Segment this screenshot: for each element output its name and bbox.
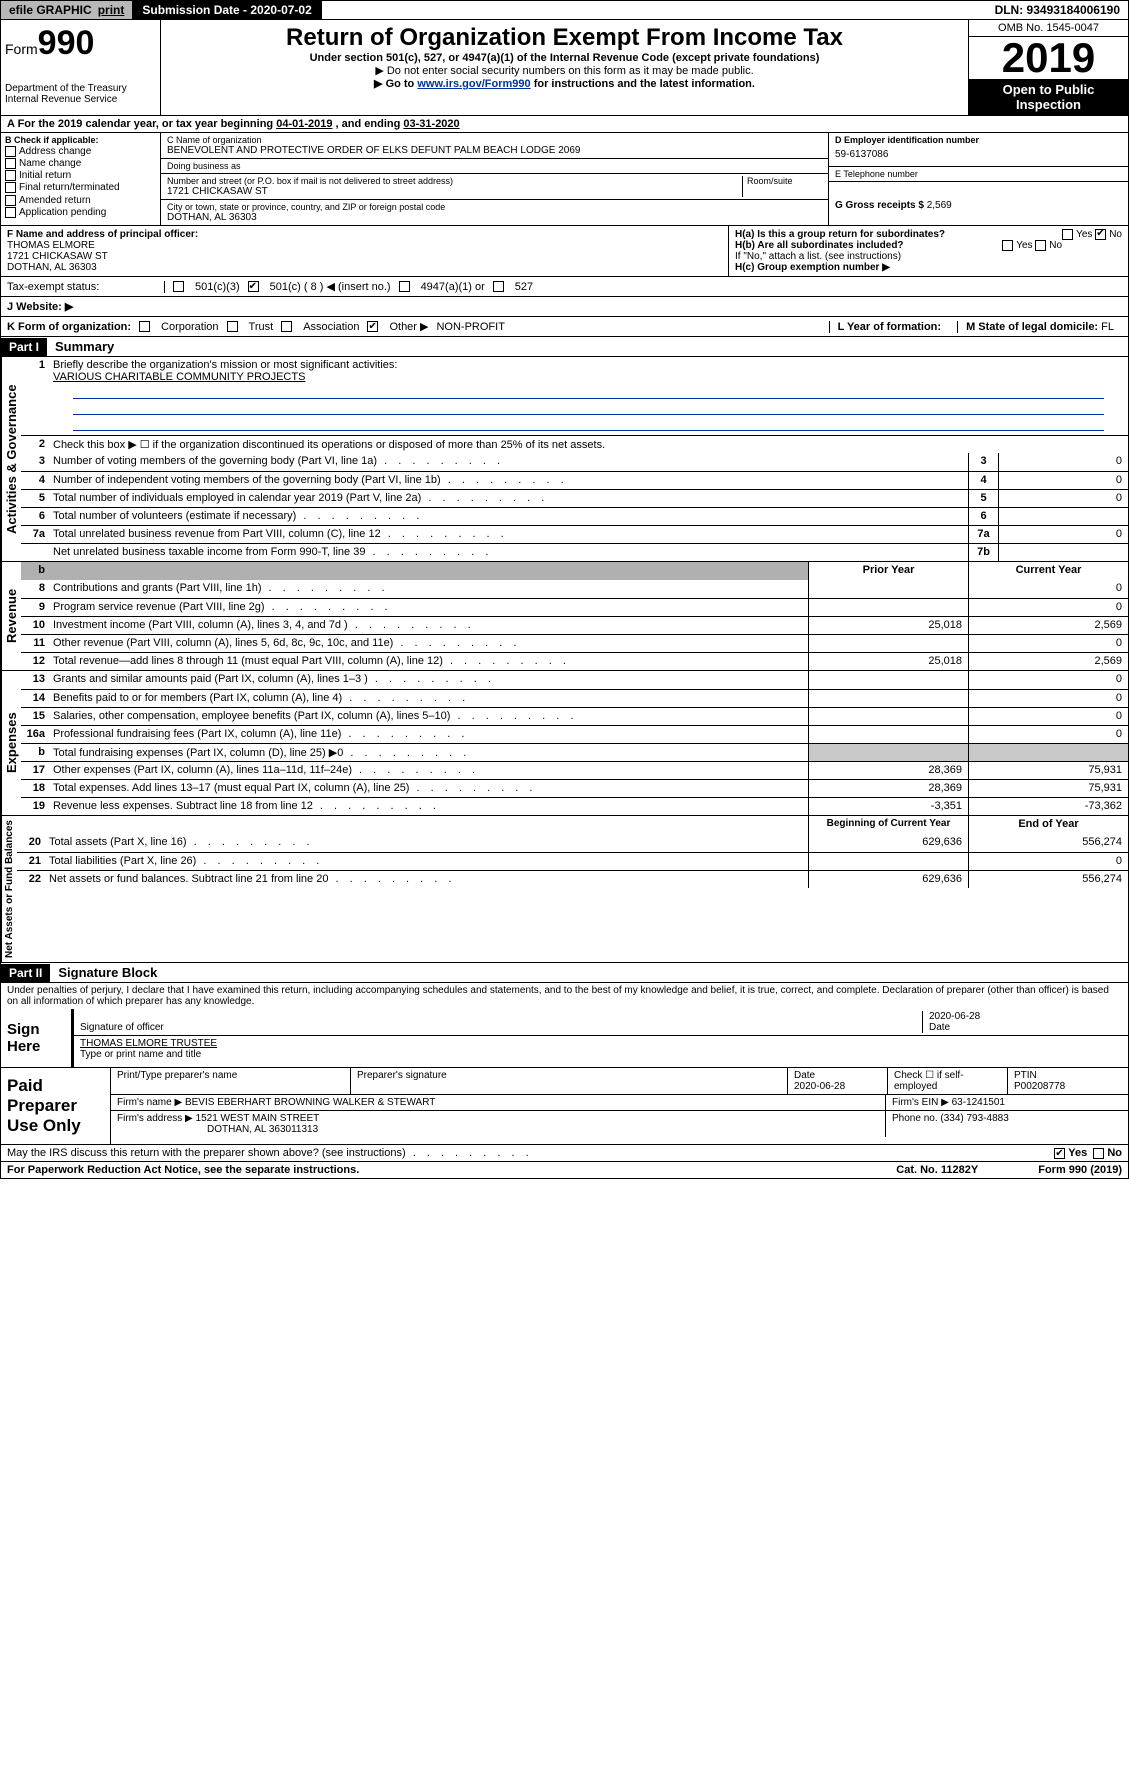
sidebar-revenue: Revenue [1,562,21,670]
signature-block: Sign Here Signature of officer 2020-06-2… [0,1009,1129,1068]
officer-group-block: F Name and address of principal officer:… [0,225,1129,277]
table-row: 4Number of independent voting members of… [21,471,1128,489]
open-public: Open to Public Inspection [969,79,1128,115]
revenue-section: Revenue b Prior Year Current Year 8Contr… [0,562,1129,671]
governance-section: Activities & Governance 1 Briefly descri… [0,357,1129,562]
table-row: 18Total expenses. Add lines 13–17 (must … [21,779,1128,797]
paid-preparer-block: Paid Preparer Use Only Print/Type prepar… [0,1068,1129,1145]
firm-ein: 63-1241501 [952,1097,1005,1108]
form-number: 990 [38,24,95,62]
table-row: 5Total number of individuals employed in… [21,489,1128,507]
city-state-zip: DOTHAN, AL 36303 [167,212,822,223]
header-sub1: Under section 501(c), 527, or 4947(a)(1)… [169,52,960,64]
chk-amended[interactable]: Amended return [5,195,156,206]
table-row: 21Total liabilities (Part X, line 26)0 [17,852,1128,870]
firm-phone: (334) 793-4883 [940,1113,1008,1124]
table-row: bTotal fundraising expenses (Part IX, co… [21,743,1128,761]
efile-label: efile GRAPHIC [9,3,92,17]
print-link[interactable]: print [98,3,125,17]
table-row: 16aProfessional fundraising fees (Part I… [21,725,1128,743]
header-sub2: ▶ Do not enter social security numbers o… [169,64,960,77]
table-row: 8Contributions and grants (Part VIII, li… [21,580,1128,598]
instructions-link[interactable]: www.irs.gov/Form990 [417,78,530,90]
form-title: Return of Organization Exempt From Incom… [169,24,960,52]
discuss-row: May the IRS discuss this return with the… [0,1145,1129,1162]
table-row: 19Revenue less expenses. Subtract line 1… [21,797,1128,815]
chk-name[interactable]: Name change [5,158,156,169]
form-org-row: K Form of organization: Corporation Trus… [0,317,1129,337]
part-2-header: Part II Signature Block [0,963,1129,983]
table-row: 17Other expenses (Part IX, column (A), l… [21,761,1128,779]
sidebar-governance: Activities & Governance [1,357,21,561]
header-mid: Return of Organization Exempt From Incom… [161,20,968,115]
table-row: 14Benefits paid to or for members (Part … [21,689,1128,707]
gross-receipts: 2,569 [927,200,952,211]
table-row: 6Total number of volunteers (estimate if… [21,507,1128,525]
irs-label: Internal Revenue Service [5,94,156,105]
chk-527[interactable] [493,281,504,292]
org-name-address: C Name of organization BENEVOLENT AND PR… [161,133,828,225]
ein-phone-block: D Employer identification number 59-6137… [828,133,1128,225]
form-prefix: Form [5,41,38,57]
officer-printed-name: THOMAS ELMORE TRUSTEE [80,1038,217,1049]
sign-here-label: Sign Here [1,1009,71,1067]
period-row: A For the 2019 calendar year, or tax yea… [0,116,1129,133]
entity-info-block: B Check if applicable: Address change Na… [0,133,1129,225]
firm-name: BEVIS EBERHART BROWNING WALKER & STEWART [185,1097,435,1108]
group-return-block: H(a) Is this a group return for subordin… [728,226,1128,276]
ptin: P00208778 [1014,1081,1065,1092]
ein: 59-6137086 [835,145,1122,164]
table-row: 9Program service revenue (Part VIII, lin… [21,598,1128,616]
table-row: 15Salaries, other compensation, employee… [21,707,1128,725]
table-row: 12Total revenue—add lines 8 through 11 (… [21,652,1128,670]
footer: For Paperwork Reduction Act Notice, see … [0,1162,1129,1179]
submission-date: Submission Date - 2020-07-02 [132,1,321,19]
table-row: 3Number of voting members of the governi… [21,453,1128,471]
table-row: 11Other revenue (Part VIII, column (A), … [21,634,1128,652]
sidebar-net-assets: Net Assets or Fund Balances [1,816,17,962]
dept-treasury: Department of the Treasury [5,83,156,94]
tax-year: 2019 [969,37,1128,79]
chk-4947[interactable] [399,281,410,292]
tax-status-row: Tax-exempt status: 501(c)(3) 501(c) ( 8 … [0,277,1129,297]
chk-501c[interactable] [248,281,259,292]
check-if-applicable: B Check if applicable: Address change Na… [1,133,161,225]
top-bar: efile GRAPHIC print Submission Date - 20… [0,0,1129,20]
header-left: Form990 Department of the Treasury Inter… [1,20,161,115]
dln: DLN: 93493184006190 [987,1,1128,19]
header-sub3: ▶ Go to www.irs.gov/Form990 for instruct… [169,77,960,90]
form-number-block: Form990 [5,24,156,63]
chk-501c3[interactable] [173,281,184,292]
table-row: 7aTotal unrelated business revenue from … [21,525,1128,543]
chk-initial[interactable]: Initial return [5,170,156,181]
paid-prep-label: Paid Preparer Use Only [1,1068,111,1144]
principal-officer: F Name and address of principal officer:… [1,226,728,276]
website-row: J Website: ▶ [0,297,1129,317]
part-1-header: Part I Summary [0,337,1129,357]
sidebar-expenses: Expenses [1,671,21,815]
header-right: OMB No. 1545-0047 2019 Open to Public In… [968,20,1128,115]
perjury-text: Under penalties of perjury, I declare th… [0,983,1129,1009]
table-row: 10Investment income (Part VIII, column (… [21,616,1128,634]
efile-block: efile GRAPHIC print [1,1,132,19]
org-name: BENEVOLENT AND PROTECTIVE ORDER OF ELKS … [167,145,822,156]
chk-address[interactable]: Address change [5,146,156,157]
table-row: Net unrelated business taxable income fr… [21,543,1128,561]
net-assets-section: Net Assets or Fund Balances Beginning of… [0,816,1129,963]
street-address: 1721 CHICKASAW ST [167,186,742,197]
table-row: 13Grants and similar amounts paid (Part … [21,671,1128,689]
expenses-section: Expenses 13Grants and similar amounts pa… [0,671,1129,816]
chk-pending[interactable]: Application pending [5,207,156,218]
table-row: 22Net assets or fund balances. Subtract … [17,870,1128,888]
form-header: Form990 Department of the Treasury Inter… [0,20,1129,116]
chk-final[interactable]: Final return/terminated [5,182,156,193]
mission-text: VARIOUS CHARITABLE COMMUNITY PROJECTS [53,371,305,383]
table-row: 20Total assets (Part X, line 16)629,6365… [17,834,1128,852]
